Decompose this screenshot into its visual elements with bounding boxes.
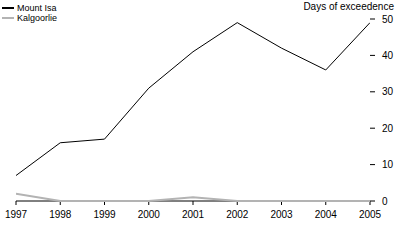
y-axis-label: Days of exceedence [303, 1, 394, 12]
plot-area [16, 23, 370, 201]
legend-label: Mount Isa [17, 3, 57, 13]
y-tick [370, 19, 375, 20]
series-line [16, 23, 370, 176]
legend-swatch [2, 17, 14, 19]
y-tick-label: 50 [382, 14, 394, 25]
y-tick-label: 20 [382, 123, 394, 134]
x-tick-label: 2005 [359, 209, 382, 220]
x-tick-label: 2004 [315, 209, 338, 220]
y-tick-label: 10 [382, 159, 394, 170]
x-tick-label: 2003 [270, 209, 293, 220]
x-tick-label: 1998 [49, 209, 72, 220]
x-tick-label: 2002 [226, 209, 249, 220]
x-tick-label: 1999 [93, 209, 116, 220]
y-tick [370, 164, 375, 165]
x-tick [193, 201, 194, 205]
y-tick [370, 91, 375, 92]
chart: 0 10 20 30 40 50 Days of exceedence 1997 1998 199… [0, 0, 397, 227]
x-tick [16, 201, 17, 205]
y-tick-label: 40 [382, 50, 394, 61]
series-line [16, 194, 370, 201]
y-tick-label: 30 [382, 86, 394, 97]
x-tick-label: 2001 [182, 209, 205, 220]
y-tick [370, 201, 375, 202]
y-tick [370, 55, 375, 56]
legend-swatch [2, 7, 14, 9]
legend-label: Kalgoorlie [17, 13, 57, 23]
y-tick [370, 128, 375, 129]
x-tick-label: 2000 [138, 209, 161, 220]
y-tick-label: 0 [382, 196, 388, 207]
x-tick-label: 1997 [5, 209, 28, 220]
